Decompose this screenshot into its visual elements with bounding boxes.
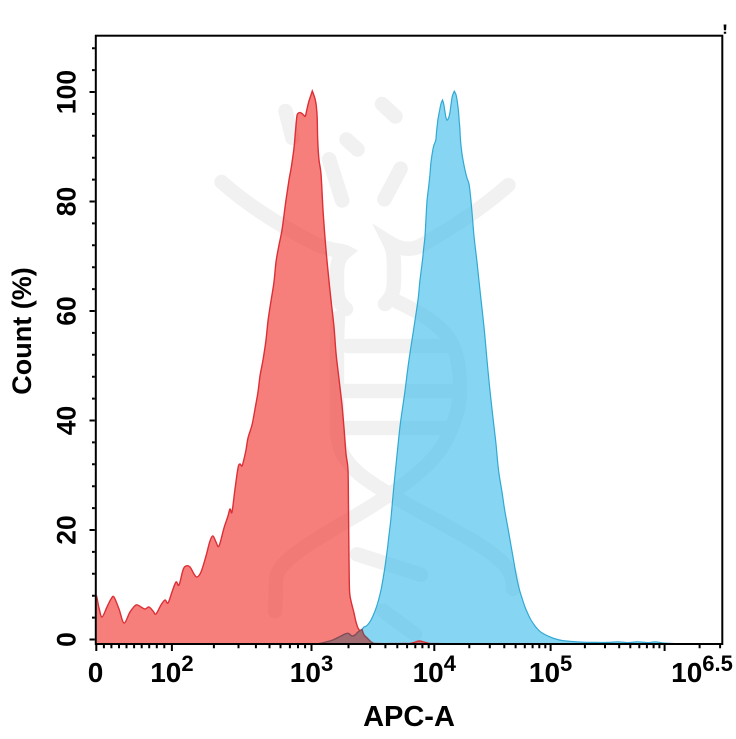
svg-text:0: 0 [88,657,104,688]
svg-text:40: 40 [52,406,82,435]
svg-text:80: 80 [52,187,82,216]
svg-text:0: 0 [52,632,82,647]
svg-text:60: 60 [52,296,82,325]
svg-text:APC-A: APC-A [363,701,455,733]
svg-text:Count (%): Count (%) [7,267,37,394]
svg-text:106.5: 106.5 [671,651,733,688]
svg-text:20: 20 [52,515,82,544]
svg-text:102: 102 [150,651,193,688]
svg-text:100: 100 [52,70,82,114]
